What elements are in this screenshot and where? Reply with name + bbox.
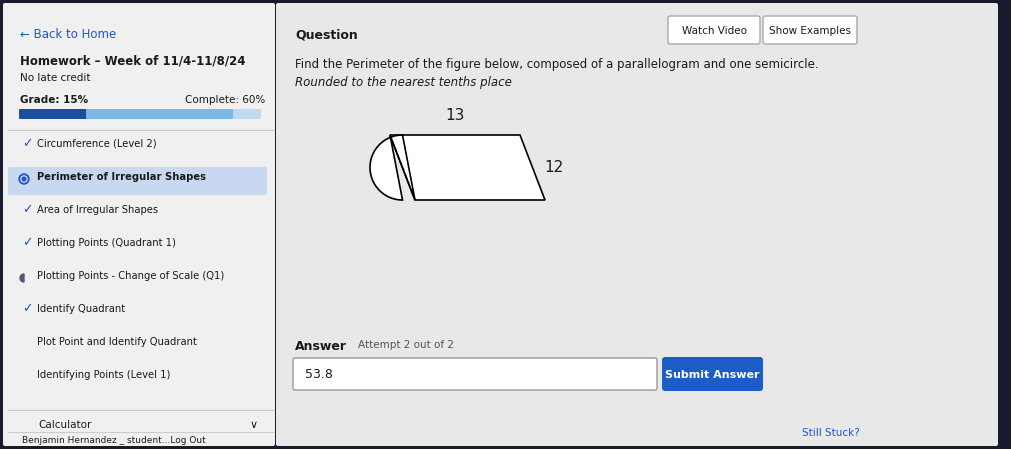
Circle shape (21, 176, 27, 182)
FancyBboxPatch shape (293, 358, 657, 390)
Circle shape (22, 177, 26, 181)
Wedge shape (20, 274, 24, 282)
Text: Circumference (Level 2): Circumference (Level 2) (37, 139, 157, 149)
Text: Complete: 60%: Complete: 60% (185, 95, 265, 105)
Text: Perimeter of Irregular Shapes: Perimeter of Irregular Shapes (37, 172, 206, 182)
Polygon shape (370, 135, 415, 200)
Text: Submit Answer: Submit Answer (665, 370, 759, 380)
FancyBboxPatch shape (662, 357, 763, 391)
Text: ← Back to Home: ← Back to Home (20, 28, 116, 41)
Text: Plotting Points - Change of Scale (Q1): Plotting Points - Change of Scale (Q1) (37, 271, 224, 281)
FancyBboxPatch shape (668, 16, 760, 44)
Polygon shape (390, 135, 545, 200)
Text: ✓: ✓ (22, 303, 32, 316)
Text: ∨: ∨ (250, 420, 258, 430)
Text: Show Examples: Show Examples (769, 26, 851, 36)
FancyBboxPatch shape (3, 3, 275, 446)
Text: Watch Video: Watch Video (681, 26, 746, 36)
FancyBboxPatch shape (86, 109, 233, 119)
Text: Question: Question (295, 28, 358, 41)
Text: Grade: 15%: Grade: 15% (20, 95, 88, 105)
Circle shape (19, 174, 29, 184)
Text: Answer: Answer (295, 340, 347, 353)
FancyBboxPatch shape (19, 109, 88, 119)
Text: Still Stuck?: Still Stuck? (803, 428, 860, 438)
FancyBboxPatch shape (19, 109, 261, 119)
Text: Rounded to the nearest tenths place: Rounded to the nearest tenths place (295, 76, 512, 89)
Text: Identify Quadrant: Identify Quadrant (37, 304, 125, 314)
Text: Plotting Points (Quadrant 1): Plotting Points (Quadrant 1) (37, 238, 176, 248)
Text: Plot Point and Identify Quadrant: Plot Point and Identify Quadrant (37, 337, 197, 347)
Text: Attempt 2 out of 2: Attempt 2 out of 2 (358, 340, 454, 350)
Text: Benjamin Hernandez _ student...Log Out: Benjamin Hernandez _ student...Log Out (22, 436, 206, 445)
FancyBboxPatch shape (276, 3, 998, 446)
Text: Identifying Points (Level 1): Identifying Points (Level 1) (37, 370, 171, 380)
Text: ✓: ✓ (22, 137, 32, 150)
Text: ✓: ✓ (22, 237, 32, 250)
Text: Area of Irregular Shapes: Area of Irregular Shapes (37, 205, 158, 215)
Text: ✓: ✓ (22, 203, 32, 216)
Text: 12: 12 (545, 160, 564, 175)
Text: 53.8: 53.8 (305, 369, 333, 382)
Text: Calculator: Calculator (38, 420, 91, 430)
FancyBboxPatch shape (8, 167, 267, 195)
Text: Find the Perimeter of the figure below, composed of a parallelogram and one semi: Find the Perimeter of the figure below, … (295, 58, 819, 71)
Text: No late credit: No late credit (20, 73, 91, 83)
Text: Homework – Week of 11/4-11/8/24: Homework – Week of 11/4-11/8/24 (20, 55, 246, 68)
FancyBboxPatch shape (763, 16, 857, 44)
Text: 13: 13 (445, 108, 465, 123)
